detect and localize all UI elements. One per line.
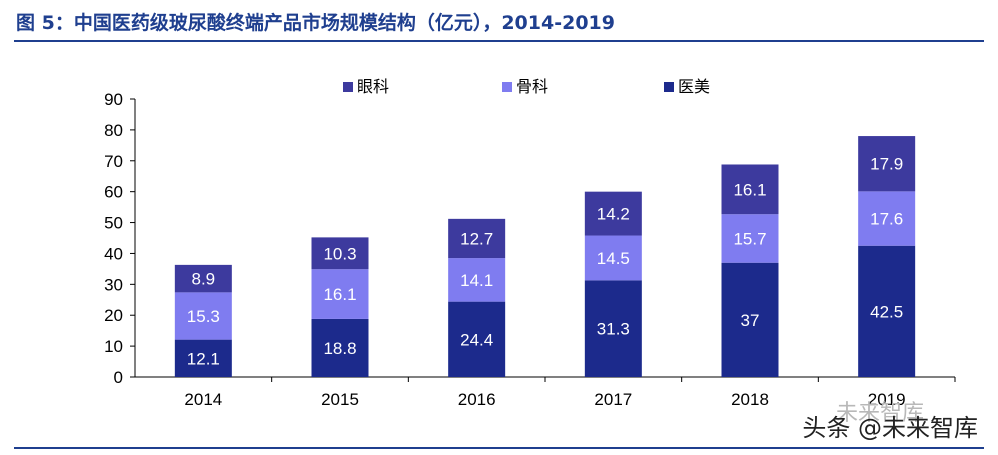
data-label: 16.1 [323, 285, 356, 304]
bar-segment [311, 318, 369, 377]
bar-segment [858, 136, 916, 192]
bar-segment [858, 245, 916, 377]
x-tick-label: 2018 [731, 390, 769, 409]
bar-segment [584, 235, 642, 281]
data-label: 14.5 [597, 249, 630, 268]
bar-segment [721, 262, 779, 377]
y-tick-label: 40 [104, 244, 123, 263]
y-tick-label: 30 [104, 275, 123, 294]
legend-swatch [664, 82, 674, 92]
x-tick-label: 2014 [184, 390, 222, 409]
data-label: 12.7 [460, 229, 493, 248]
data-label: 18.8 [323, 339, 356, 358]
y-tick-label: 70 [104, 152, 123, 171]
watermark-faint: 未来智库 [836, 401, 925, 426]
bar-segment [448, 258, 506, 302]
y-tick-label: 0 [114, 368, 123, 387]
title-divider [14, 40, 984, 42]
axes: 0 10 20 30 40 50 60 70 80 90 2014 2015 2016 2017 2018 2… [104, 90, 956, 409]
data-label: 37 [741, 311, 760, 330]
bar-segment [721, 214, 779, 263]
watermark: 头条 @未来智库 [802, 414, 978, 442]
data-label: 8.9 [192, 270, 216, 289]
legend-label: 医美 [678, 77, 710, 96]
data-label: 16.1 [733, 180, 766, 199]
bar-segment [858, 191, 916, 246]
y-tick-label: 10 [104, 337, 123, 356]
y-tick-label: 50 [104, 214, 123, 233]
bar-segment [174, 292, 232, 340]
bar-segment [721, 164, 779, 215]
data-label: 14.1 [460, 271, 493, 290]
bar-segment [311, 237, 369, 270]
bottom-divider [14, 447, 984, 449]
data-label: 15.7 [733, 229, 766, 248]
bars: 12.1 15.3 8.9 18.8 16.1 10.3 24.4 14.1 12.7 31.3 1… [174, 136, 916, 377]
y-tick-label: 20 [104, 306, 123, 325]
bar-segment [174, 339, 232, 377]
y-tick-label: 80 [104, 121, 123, 140]
data-label: 15.3 [187, 307, 220, 326]
data-label: 42.5 [870, 302, 903, 321]
bar-segment [448, 301, 506, 377]
legend-swatch [343, 82, 353, 92]
legend-label: 眼科 [357, 77, 389, 96]
legend-label: 骨科 [516, 77, 548, 96]
data-label: 24.4 [460, 330, 493, 349]
data-label: 12.1 [187, 349, 220, 368]
data-label: 14.2 [597, 205, 630, 224]
bar-segment [448, 218, 506, 259]
bar-segment [311, 269, 369, 319]
x-tick-label: 2016 [458, 390, 496, 409]
data-label: 31.3 [597, 320, 630, 339]
x-tick-label: 2015 [321, 390, 359, 409]
x-tick-label: 2017 [594, 390, 632, 409]
y-tick-label: 90 [104, 90, 123, 109]
data-label: 17.9 [870, 155, 903, 174]
legend: 眼科 骨科 医美 [343, 77, 710, 96]
chart-title: 图 5：中国医药级玻尿酸终端产品市场规模结构（亿元），2014-2019 [16, 12, 615, 34]
x-tick-label: 2019 [868, 390, 906, 409]
bar-segment [174, 264, 232, 293]
data-label: 17.6 [870, 210, 903, 229]
bar-segment [584, 191, 642, 236]
legend-swatch [502, 82, 512, 92]
y-tick-label: 60 [104, 183, 123, 202]
bar-segment [584, 280, 642, 377]
data-label: 10.3 [323, 244, 356, 263]
